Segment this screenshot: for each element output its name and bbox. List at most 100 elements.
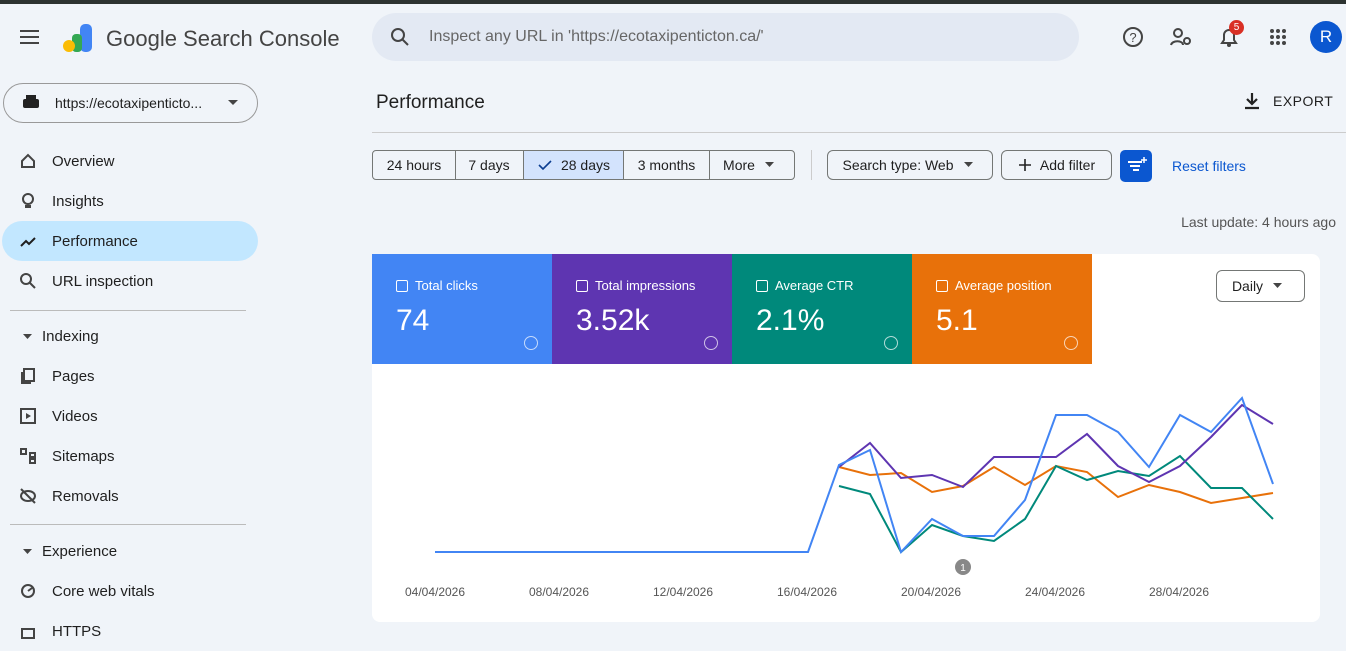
dropdown-arrow (764, 162, 774, 167)
top-bar (0, 0, 1346, 4)
icon (20, 488, 36, 504)
nav-item[interactable]: Pages (2, 356, 258, 396)
nav-label: URL inspection (52, 272, 154, 290)
property-selector[interactable]: https://ecotaxipenticto... (3, 83, 258, 123)
nav-item[interactable]: HTTPS (2, 611, 258, 651)
metric-label: Total impressions (595, 278, 696, 293)
range-label: 3 months (637, 157, 696, 173)
property-icon (23, 95, 39, 108)
icon (22, 193, 34, 208)
metric-card[interactable]: Average position 5.1 (912, 254, 1092, 364)
icon (20, 408, 36, 424)
nav-item[interactable]: Overview (2, 141, 258, 181)
nav-label: Performance (52, 232, 138, 250)
search-box[interactable]: Inspect any URL in 'https://ecotaxipenti… (372, 13, 1079, 61)
nav-item[interactable]: Sitemaps (2, 436, 258, 476)
metric-label: Total clicks (415, 278, 478, 293)
range-button[interactable]: 24 hours (372, 150, 456, 180)
filter-options[interactable] (1120, 150, 1152, 182)
metric-card[interactable]: Total impressions 3.52k (552, 254, 732, 364)
checkbox[interactable] (396, 280, 408, 292)
range-label: More (723, 157, 755, 173)
section-header[interactable]: Experience (22, 543, 117, 560)
filter-label: Search type: Web (842, 157, 954, 173)
nav-item-active[interactable]: Performance (2, 221, 258, 261)
x-date-label: 12/04/2026 (653, 585, 713, 599)
nav-item[interactable]: Insights (2, 181, 258, 221)
caret (23, 548, 32, 554)
metric-label: Average position (955, 278, 1052, 293)
dropdown-arrow (1273, 283, 1283, 288)
impressions-line (838, 403, 1274, 489)
x-date-label: 16/04/2026 (777, 585, 837, 599)
logo (63, 24, 92, 52)
nav-label: Core web vitals (52, 582, 155, 600)
icon (20, 448, 36, 464)
property-url: https://ecotaxipenticto... (55, 95, 203, 111)
help-icon[interactable] (884, 336, 898, 350)
range-label: 24 hours (386, 157, 442, 173)
divider (811, 150, 812, 180)
range-label: 7 days (468, 157, 510, 173)
chart: 1 04/04/2026 08/04/2026 12/04/2026 16/04/20… (405, 396, 1274, 599)
metric-value: 74 (396, 304, 430, 337)
checkbox[interactable] (936, 280, 948, 292)
help-icon[interactable] (704, 336, 718, 350)
apps-icon[interactable] (1269, 28, 1287, 46)
icon (21, 153, 35, 168)
download-icon (1245, 93, 1259, 110)
product-name: Google Search Console (106, 26, 340, 51)
icon (20, 273, 36, 289)
help-icon[interactable] (524, 336, 538, 350)
range-button[interactable]: 3 months (623, 150, 710, 180)
section-header[interactable]: Indexing (22, 328, 99, 345)
icon (21, 368, 35, 384)
annotation-marker[interactable] (955, 559, 971, 575)
granularity-select[interactable]: Daily (1216, 270, 1305, 302)
checkbox[interactable] (756, 280, 768, 292)
add-filter[interactable]: Add filter (1001, 150, 1112, 180)
icon (21, 628, 35, 639)
x-date-label: 24/04/2026 (1025, 585, 1085, 599)
help-icon[interactable]: ? (1122, 26, 1144, 48)
nav-label: Sitemaps (52, 447, 115, 465)
export-button[interactable]: EXPORT (1243, 92, 1333, 110)
avatar[interactable]: R (1310, 21, 1342, 53)
nav-item[interactable]: Core web vitals (2, 571, 258, 611)
plus-icon (1018, 159, 1031, 171)
caret (23, 333, 32, 339)
checkbox[interactable] (576, 280, 588, 292)
menu-icon[interactable] (20, 29, 40, 45)
export-label: EXPORT (1273, 93, 1334, 109)
x-date-label: 20/04/2026 (901, 585, 961, 599)
nav-label: Pages (52, 367, 95, 385)
granularity-label: Daily (1231, 278, 1264, 294)
icon (21, 584, 35, 598)
svg-text:?: ? (1129, 30, 1136, 45)
range-label: 28 days (560, 157, 611, 173)
range-button-selected[interactable]: 28 days (523, 150, 624, 180)
nav-label: Overview (52, 152, 115, 170)
nav-item[interactable]: Videos (2, 396, 258, 436)
range-button[interactable]: 7 days (455, 150, 524, 180)
nav-item[interactable]: URL inspection (2, 261, 258, 301)
search-placeholder: Inspect any URL in 'https://ecotaxipenti… (429, 28, 764, 45)
search-type-filter[interactable]: Search type: Web (827, 150, 993, 180)
divider (372, 132, 1346, 133)
metric-card[interactable]: Total clicks 74 (372, 254, 552, 364)
settings-icon[interactable] (1170, 26, 1192, 48)
metric-value: 3.52k (576, 304, 650, 337)
metric-value: 2.1% (756, 304, 825, 337)
range-button[interactable]: More (709, 150, 795, 180)
icon (20, 237, 36, 247)
reset-filters[interactable]: Reset filters (1172, 158, 1246, 174)
nav-label: Videos (52, 407, 98, 425)
last-update: Last update: 4 hours ago (1181, 214, 1336, 230)
notification-badge: 5 (1229, 20, 1244, 35)
metric-card[interactable]: Average CTR 2.1% (732, 254, 912, 364)
nav-item[interactable]: Removals (2, 476, 258, 516)
metric-label: Average CTR (775, 278, 854, 293)
x-date-label: 04/04/2026 (405, 585, 465, 599)
nav-label: Insights (52, 192, 104, 210)
help-icon[interactable] (1064, 336, 1078, 350)
